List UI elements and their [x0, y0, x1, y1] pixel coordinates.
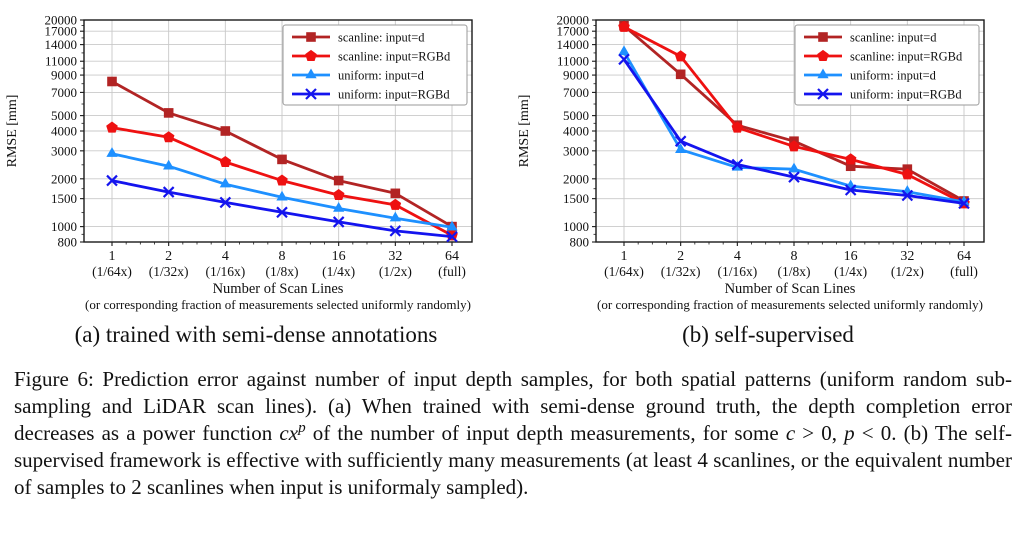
- svg-text:1: 1: [621, 249, 628, 264]
- svg-text:14000: 14000: [45, 37, 78, 52]
- x-axis: 1(1/64x) 2(1/32x) 4(1/16x) 8(1/8x) 16(1/4x) 3…: [604, 242, 978, 279]
- svg-text:5000: 5000: [563, 108, 589, 123]
- svg-text:800: 800: [58, 235, 78, 250]
- x-axis: 1(1/64x) 2(1/32x) 4(1/16x) 8(1/8x) 16(1/4x) 3…: [92, 242, 466, 279]
- svg-text:7000: 7000: [51, 85, 77, 100]
- svg-text:16: 16: [332, 249, 346, 264]
- svg-text:4000: 4000: [563, 124, 589, 139]
- caption-segment: p: [844, 421, 855, 445]
- svg-text:14000: 14000: [557, 37, 590, 52]
- svg-text:9000: 9000: [563, 68, 589, 83]
- svg-text:20000: 20000: [45, 13, 78, 28]
- svg-text:(1/2x): (1/2x): [379, 264, 412, 279]
- svg-text:4: 4: [222, 249, 229, 264]
- svg-text:17000: 17000: [45, 24, 78, 39]
- svg-text:2: 2: [165, 249, 172, 264]
- caption-segment: c: [785, 421, 796, 445]
- svg-text:1500: 1500: [51, 191, 77, 206]
- svg-text:(1/32x): (1/32x): [661, 264, 701, 279]
- x-axis-sublabel: (or corresponding fraction of measuremen…: [597, 297, 983, 312]
- legend-label: uniform: input=d: [338, 69, 425, 83]
- svg-text:8: 8: [791, 249, 798, 264]
- svg-text:(1/16x): (1/16x): [717, 264, 757, 279]
- svg-text:64: 64: [445, 249, 459, 264]
- caption-segment: p: [298, 420, 306, 436]
- legend-label: uniform: input=RGBd: [338, 88, 450, 102]
- svg-text:1: 1: [109, 249, 116, 264]
- svg-text:8: 8: [279, 249, 286, 264]
- svg-text:2000: 2000: [563, 171, 589, 186]
- svg-text:5000: 5000: [51, 108, 77, 123]
- svg-text:7000: 7000: [563, 85, 589, 100]
- series-triangle: [106, 147, 458, 231]
- series-x: [106, 174, 458, 243]
- svg-text:16: 16: [844, 249, 858, 264]
- svg-text:1500: 1500: [563, 191, 589, 206]
- svg-text:(1/4x): (1/4x): [834, 264, 867, 279]
- y-axis-label: RMSE [mm]: [517, 95, 532, 168]
- caption-segment: > 0,: [795, 421, 845, 445]
- svg-text:32: 32: [900, 249, 914, 264]
- caption-segment: Figure 6: Prediction error against numbe…: [14, 367, 1012, 445]
- caption-segment: < 0. (b) The self-supervised framework i…: [14, 421, 1013, 499]
- caption-segment: of the number of input depth measurement…: [305, 421, 786, 445]
- subcaption-a: (a) trained with semi-dense annotations: [74, 322, 438, 347]
- svg-text:3000: 3000: [563, 143, 589, 158]
- legend: scanline: input=d scanline: input=RGBd uni…: [794, 24, 980, 106]
- svg-text:9000: 9000: [51, 68, 77, 83]
- chart-a: 800 1000 1500 2000 3000 4000 5000 7000 9000 11000…: [0, 4, 512, 318]
- svg-text:17000: 17000: [557, 24, 590, 39]
- svg-text:3000: 3000: [51, 143, 77, 158]
- svg-text:2000: 2000: [51, 171, 77, 186]
- x-axis-sublabel: (or corresponding fraction of measuremen…: [85, 297, 471, 312]
- figure-caption: Figure 6: Prediction error against numbe…: [14, 366, 1012, 501]
- svg-text:(1/64x): (1/64x): [604, 264, 644, 279]
- legend-label: scanline: input=d: [850, 31, 937, 45]
- series-pentagon: [106, 121, 458, 241]
- charts-row: 800 1000 1500 2000 3000 4000 5000 7000 9000 11000…: [0, 4, 1024, 318]
- legend: scanline: input=d scanline: input=RGBd uni…: [282, 24, 468, 106]
- x-axis-label: Number of Scan Lines: [213, 281, 344, 297]
- x-axis-label: Number of Scan Lines: [725, 281, 856, 297]
- svg-text:(1/32x): (1/32x): [149, 264, 189, 279]
- y-axis-label: RMSE [mm]: [5, 95, 20, 168]
- svg-text:(full): (full): [438, 264, 466, 279]
- svg-text:800: 800: [570, 235, 590, 250]
- svg-text:(1/4x): (1/4x): [322, 264, 355, 279]
- legend-label: uniform: input=d: [850, 69, 937, 83]
- svg-text:(1/16x): (1/16x): [205, 264, 245, 279]
- series-x: [618, 53, 970, 210]
- svg-text:(1/2x): (1/2x): [891, 264, 924, 279]
- svg-text:(1/64x): (1/64x): [92, 264, 132, 279]
- legend-label: scanline: input=d: [338, 31, 425, 45]
- svg-text:4000: 4000: [51, 124, 77, 139]
- svg-text:11000: 11000: [45, 54, 77, 69]
- svg-text:1000: 1000: [51, 219, 77, 234]
- subcaptions-row: (a) trained with semi-dense annotations …: [0, 322, 1024, 348]
- svg-text:2: 2: [677, 249, 684, 264]
- svg-text:(1/8x): (1/8x): [266, 264, 299, 279]
- svg-text:(1/8x): (1/8x): [778, 264, 811, 279]
- chart-b: 800 1000 1500 2000 3000 4000 5000 7000 9000 11000…: [512, 4, 1024, 318]
- svg-text:4: 4: [734, 249, 741, 264]
- caption-segment: cx: [279, 421, 299, 445]
- svg-text:20000: 20000: [557, 13, 590, 28]
- legend-label: scanline: input=RGBd: [850, 50, 963, 64]
- series-pentagon: [618, 20, 970, 209]
- svg-text:11000: 11000: [557, 54, 589, 69]
- svg-text:(full): (full): [950, 264, 978, 279]
- legend-label: uniform: input=RGBd: [850, 88, 962, 102]
- subcaption-b: (b) self-supervised: [682, 322, 854, 347]
- legend-label: scanline: input=RGBd: [338, 50, 451, 64]
- svg-text:1000: 1000: [563, 219, 589, 234]
- svg-text:64: 64: [957, 249, 971, 264]
- svg-text:32: 32: [388, 249, 402, 264]
